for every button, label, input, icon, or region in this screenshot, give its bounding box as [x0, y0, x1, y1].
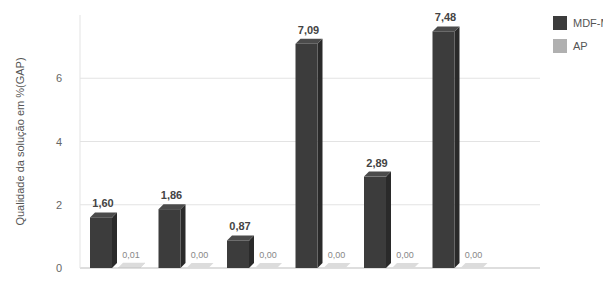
data-label: 0,00 [396, 250, 414, 260]
data-labels: 1,60 1,86 0,87 7,09 2,89 7,48 0,01 0,00 0,00 0,00… [92, 11, 482, 260]
bar-top [187, 263, 214, 268]
bar [364, 177, 386, 268]
bar-side [181, 204, 186, 268]
data-label: 7,48 [435, 11, 456, 23]
bar-top [392, 263, 419, 268]
bar [118, 267, 140, 268]
data-label: 1,86 [161, 189, 182, 201]
bar [296, 44, 318, 268]
bars [90, 26, 488, 268]
bar-top [364, 172, 391, 177]
bar [324, 268, 346, 269]
bar-top [296, 39, 323, 44]
bar-top [159, 204, 186, 209]
bar [227, 240, 249, 268]
legend-label: AP [573, 40, 588, 52]
bar-side [249, 235, 254, 268]
data-label: 2,89 [366, 157, 387, 169]
legend-swatch [553, 16, 567, 30]
y-axis-label: Qualidade da solução em %(GAP) [14, 57, 26, 225]
legend: MDF-MST AP [553, 16, 603, 53]
bar-top [324, 263, 351, 268]
data-label: 1,60 [92, 197, 113, 209]
y-tick-label: 4 [56, 136, 62, 148]
legend-swatch [553, 39, 567, 53]
legend-label: MDF-MST [573, 17, 603, 29]
data-label: 0,01 [122, 250, 140, 260]
bar-side [318, 39, 323, 268]
bar [392, 268, 414, 269]
bar-side [112, 212, 117, 268]
bar [255, 268, 277, 269]
y-tick-label: 0 [56, 262, 62, 274]
bar-side [386, 172, 391, 268]
y-tick-label: 6 [56, 72, 62, 84]
data-label: 0,00 [191, 250, 209, 260]
bar-top [118, 263, 145, 268]
bar-top [227, 235, 254, 240]
chart-svg: 0246Qualidade da solução em %(GAP)1,601,… [0, 0, 603, 287]
bar-side [455, 26, 460, 268]
bar [159, 209, 181, 268]
data-label: 0,00 [328, 250, 346, 260]
bar-top [255, 263, 282, 268]
bar-top [461, 263, 488, 268]
data-label: 0,00 [465, 250, 483, 260]
y-axis-line [80, 15, 81, 268]
bar-top [90, 212, 117, 217]
data-label: 7,09 [298, 24, 319, 36]
y-tick-label: 2 [56, 199, 62, 211]
bar [90, 217, 112, 268]
bar [433, 31, 455, 268]
bar-top [433, 26, 460, 31]
bar [461, 268, 483, 269]
bar [187, 268, 209, 269]
chart-container: 0246Qualidade da solução em %(GAP)1,601,… [0, 0, 603, 287]
data-label: 0,00 [259, 250, 277, 260]
data-label: 0,87 [229, 220, 250, 232]
